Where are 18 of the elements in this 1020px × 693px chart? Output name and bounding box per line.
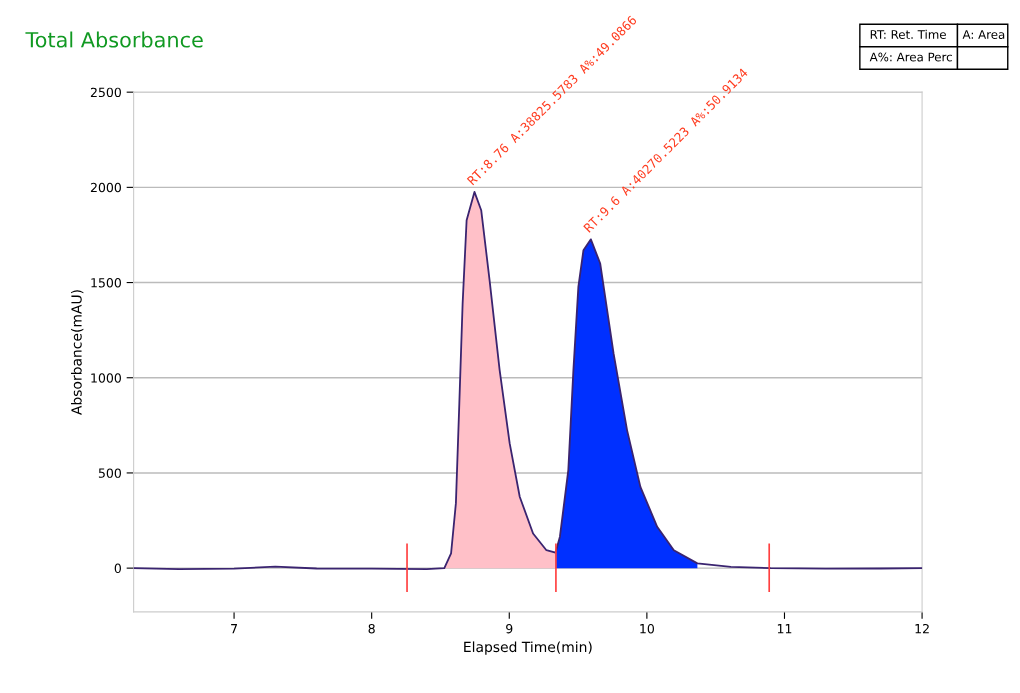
x-tick-label: 11 bbox=[777, 624, 792, 634]
x-tick-label: 10 bbox=[640, 623, 654, 634]
x-tick-label: 8 bbox=[368, 623, 375, 634]
text: RT: Ret. Time bbox=[870, 29, 946, 39]
y-tick-label: 1500 bbox=[91, 278, 121, 288]
x-axis-title: Elapsed Time(min) bbox=[464, 641, 592, 655]
y-axis-title: Absorbance(mAU) bbox=[71, 290, 84, 415]
x-tick-label: 9 bbox=[506, 623, 513, 634]
x-tick-label: 7 bbox=[231, 624, 237, 634]
x-tick-label: 12 bbox=[915, 623, 929, 634]
y-tick-label: 2000 bbox=[90, 182, 121, 193]
y-tick-label: 1000 bbox=[91, 373, 121, 383]
chart-title: Total Absorbance bbox=[25, 31, 203, 48]
y-tick-label: 0 bbox=[114, 563, 121, 574]
text: A: Area bbox=[962, 30, 1005, 39]
y-tick-label: 2500 bbox=[90, 87, 121, 98]
text: A%: Area Perc bbox=[869, 52, 952, 62]
y-tick-label: 500 bbox=[98, 468, 121, 478]
